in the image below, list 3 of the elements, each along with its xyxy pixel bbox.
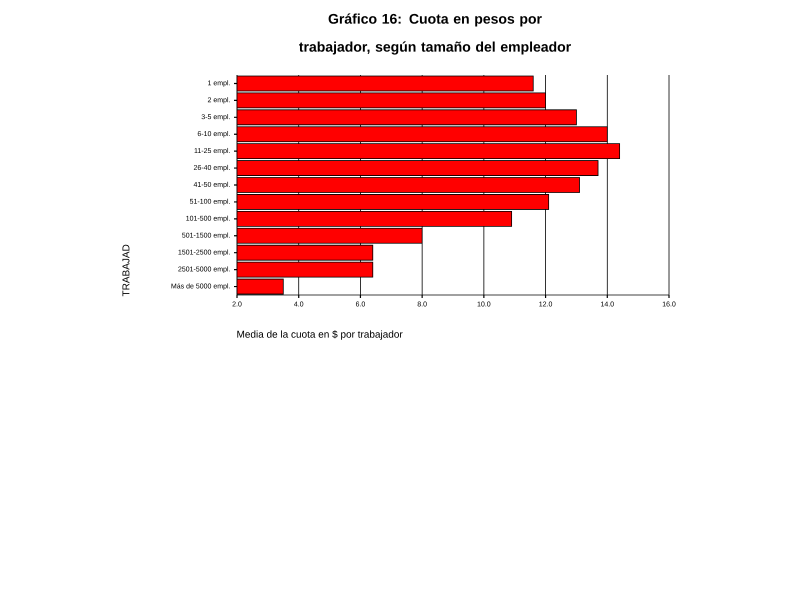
x-axis-title: Media de la cuota en $ por trabajador (237, 330, 403, 340)
chart-title: Gráfico 16: Cuota en pesos por trabajador, según tamaño del empleador (299, 13, 571, 55)
y-axis-title: TRABAJAD (122, 244, 130, 296)
